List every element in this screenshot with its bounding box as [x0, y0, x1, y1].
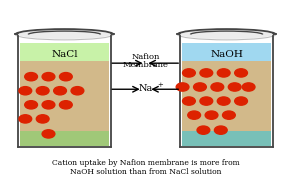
Circle shape: [217, 69, 230, 77]
Circle shape: [59, 101, 72, 109]
Circle shape: [42, 101, 55, 109]
Text: +: +: [158, 81, 164, 90]
Circle shape: [200, 69, 213, 77]
Text: Cation uptake by Nafion membrane is more from
NaOH solution than from NaCl solut: Cation uptake by Nafion membrane is more…: [52, 159, 239, 176]
Circle shape: [194, 83, 206, 91]
Circle shape: [242, 83, 255, 91]
Text: Membrane: Membrane: [123, 61, 168, 69]
Circle shape: [214, 126, 227, 134]
Circle shape: [59, 73, 72, 81]
Circle shape: [36, 115, 49, 123]
Circle shape: [205, 111, 218, 119]
Circle shape: [235, 69, 247, 77]
Circle shape: [200, 97, 213, 105]
Bar: [20, 43, 109, 61]
Bar: [182, 61, 271, 132]
Ellipse shape: [18, 30, 111, 39]
Circle shape: [71, 87, 84, 95]
Bar: [182, 131, 271, 146]
Circle shape: [42, 73, 55, 81]
Circle shape: [188, 111, 200, 119]
Text: Nafion: Nafion: [131, 53, 160, 61]
Circle shape: [182, 97, 195, 105]
Circle shape: [25, 101, 38, 109]
Circle shape: [182, 69, 195, 77]
Circle shape: [19, 115, 32, 123]
Bar: [182, 43, 271, 61]
Circle shape: [176, 83, 189, 91]
Circle shape: [25, 73, 38, 81]
Circle shape: [211, 83, 224, 91]
Circle shape: [197, 126, 210, 134]
Circle shape: [54, 87, 66, 95]
Circle shape: [36, 87, 49, 95]
Circle shape: [228, 83, 241, 91]
Circle shape: [235, 97, 247, 105]
Text: NaCl: NaCl: [51, 50, 78, 59]
Text: NaOH: NaOH: [210, 50, 243, 59]
Circle shape: [223, 111, 235, 119]
Circle shape: [217, 97, 230, 105]
Circle shape: [19, 87, 32, 95]
Ellipse shape: [180, 30, 273, 39]
Bar: [20, 61, 109, 132]
Circle shape: [42, 130, 55, 138]
Text: Na: Na: [139, 84, 152, 93]
Bar: [20, 131, 109, 146]
